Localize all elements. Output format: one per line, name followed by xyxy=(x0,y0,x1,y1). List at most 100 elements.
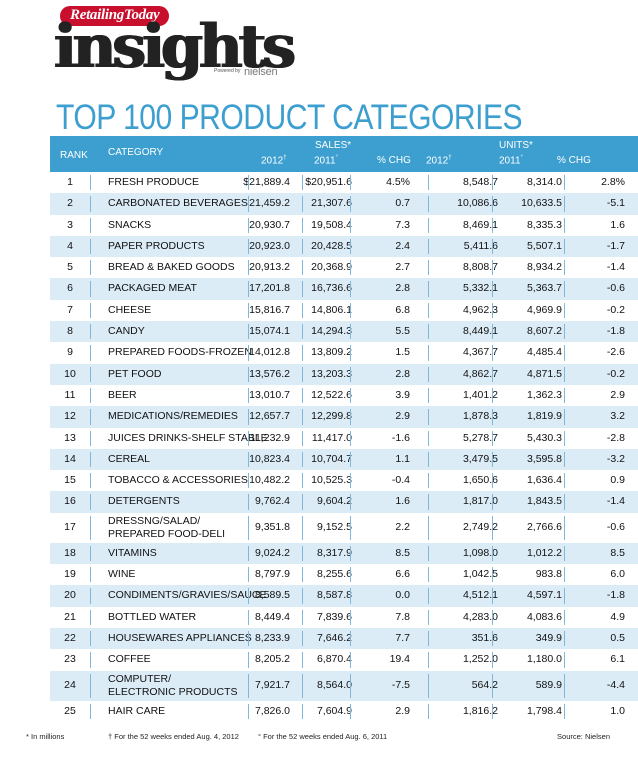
column-divider xyxy=(350,430,351,446)
sales-pct-chg-cell: 6.8 xyxy=(395,303,410,316)
column-divider xyxy=(350,473,351,489)
column-divider xyxy=(564,217,565,233)
column-divider xyxy=(492,545,493,562)
column-divider xyxy=(564,345,565,361)
column-divider xyxy=(428,260,429,276)
sales-pct-chg-cell: 0.7 xyxy=(395,197,410,210)
sales-2012-cell: 12,657.7 xyxy=(249,410,290,423)
units-2012-cell: 1,816.2 xyxy=(462,704,498,717)
units-2012-cell: 8,469.1 xyxy=(462,218,498,231)
sales-pct-chg-cell: 1.6 xyxy=(395,495,410,508)
column-divider xyxy=(428,387,429,404)
rank-cell: 11 xyxy=(64,388,76,401)
sales-2012-cell: 20,923.0 xyxy=(249,239,290,252)
sales-2012-cell: 21,459.2 xyxy=(249,197,290,210)
units-pct-chg-cell: -1.8 xyxy=(606,589,625,602)
column-divider xyxy=(302,238,303,255)
rank-cell: 1 xyxy=(67,176,73,188)
column-divider xyxy=(564,703,565,719)
table-row: 3 20,930.7 19,508.4 7.3 8,469.1 8,335.3 1.6 SNA… xyxy=(50,215,638,236)
column-divider xyxy=(492,515,493,540)
column-divider xyxy=(90,281,91,297)
column-divider xyxy=(248,652,249,668)
category-label: BEER xyxy=(108,388,137,401)
table-row: 1 $21,889.4 $20,951.6 4.5% 8,548.7 8,314.0 2.8… xyxy=(50,172,638,193)
rank-cell: 23 xyxy=(64,653,76,666)
column-divider xyxy=(248,545,249,562)
units-2012-cell: 8,808.7 xyxy=(462,261,498,274)
column-divider xyxy=(492,175,493,191)
sales-2011-cell: 21,307.6 xyxy=(311,197,352,210)
column-divider xyxy=(564,366,565,382)
category-label-line2: ELECTRONIC PRODUCTS xyxy=(108,685,238,698)
column-divider xyxy=(564,260,565,276)
column-divider xyxy=(428,324,429,340)
sales-pct-chg-cell: 2.9 xyxy=(395,410,410,423)
column-divider xyxy=(492,238,493,255)
footnote-source: Source: Nielsen xyxy=(557,732,610,741)
column-divider xyxy=(302,260,303,276)
units-pct-chg-cell: 6.1 xyxy=(610,653,625,666)
sales-2012-cell: 8,233.9 xyxy=(254,631,290,644)
units-pct-chg-cell: -0.2 xyxy=(606,367,625,380)
category-cell: DRESSNG/SALAD/PREPARED FOOD-DELI xyxy=(108,515,225,541)
units-2011-cell: 349.9 xyxy=(535,631,562,644)
column-divider xyxy=(492,588,493,604)
units-2011-cell: 1,180.0 xyxy=(526,653,562,666)
sales-2012-cell: 13,010.7 xyxy=(249,388,290,401)
table-row: 24 7,921.7 8,564.0 -7.5 564.2 589.9 -4.4 COMPUT… xyxy=(50,670,638,701)
sales-pct-chg-cell: -1.6 xyxy=(391,431,410,444)
sales-pct-chg-cell: 19.4 xyxy=(389,653,410,666)
category-cell: CEREAL xyxy=(108,453,150,465)
column-divider xyxy=(428,238,429,255)
units-2012-cell: 4,512.1 xyxy=(462,589,498,602)
column-divider xyxy=(428,366,429,382)
category-label: JUICES DRINKS-SHELF STABLE xyxy=(108,431,268,444)
rank-cell: 9 xyxy=(67,346,73,359)
units-2012-cell: 1,098.0 xyxy=(462,546,498,559)
column-divider xyxy=(90,652,91,668)
category-label-line2: PREPARED FOOD-DELI xyxy=(108,527,226,540)
units-2012-cell: 10,086.6 xyxy=(457,197,498,210)
column-divider xyxy=(428,703,429,719)
column-divider xyxy=(428,451,429,468)
column-divider xyxy=(564,673,565,698)
column-divider xyxy=(302,588,303,604)
column-divider xyxy=(350,175,351,191)
column-divider xyxy=(302,387,303,404)
category-cell: PREPARED FOODS-FROZEN xyxy=(108,346,252,358)
units-pct-chg-cell: -1.8 xyxy=(606,325,625,338)
rank-cell: 7 xyxy=(67,303,73,316)
column-divider xyxy=(90,545,91,562)
units-pct-chg-cell: 0.9 xyxy=(610,474,625,487)
column-divider xyxy=(90,567,91,583)
column-divider xyxy=(564,430,565,446)
sales-2012-cell: 10,482.2 xyxy=(249,474,290,487)
column-divider xyxy=(350,630,351,647)
category-label: CARBONATED BEVERAGES xyxy=(108,197,248,210)
header-sales-2011: 2011° xyxy=(314,155,338,167)
rank-cell: 13 xyxy=(64,431,76,444)
sales-2011-cell: 9,604.2 xyxy=(316,495,352,508)
column-divider xyxy=(248,473,249,489)
column-divider xyxy=(564,409,565,425)
rank-cell: 5 xyxy=(67,261,73,274)
column-divider xyxy=(428,217,429,233)
sales-pct-chg-cell: 2.8 xyxy=(395,282,410,295)
column-divider xyxy=(302,324,303,340)
category-label: TOBACCO & ACCESSORIES xyxy=(108,474,248,487)
category-cell: BEER xyxy=(108,389,137,401)
column-divider xyxy=(350,609,351,625)
category-cell: COMPUTER/ELECTRONIC PRODUCTS xyxy=(108,673,238,699)
column-divider xyxy=(350,567,351,583)
column-divider xyxy=(302,703,303,719)
table-row: 20 8,589.5 8,587.8 0.0 4,512.1 4,597.1 -1.8 CON… xyxy=(50,585,638,607)
column-divider xyxy=(302,652,303,668)
rank-cell: 2 xyxy=(67,197,73,210)
sales-pct-chg-cell: 2.8 xyxy=(395,367,410,380)
column-divider xyxy=(90,430,91,446)
column-divider xyxy=(492,451,493,468)
units-2012-cell: 5,411.6 xyxy=(463,239,498,252)
sales-2011-cell: 16,736.6 xyxy=(311,282,352,295)
sales-2011-cell: 12,299.8 xyxy=(311,410,352,423)
